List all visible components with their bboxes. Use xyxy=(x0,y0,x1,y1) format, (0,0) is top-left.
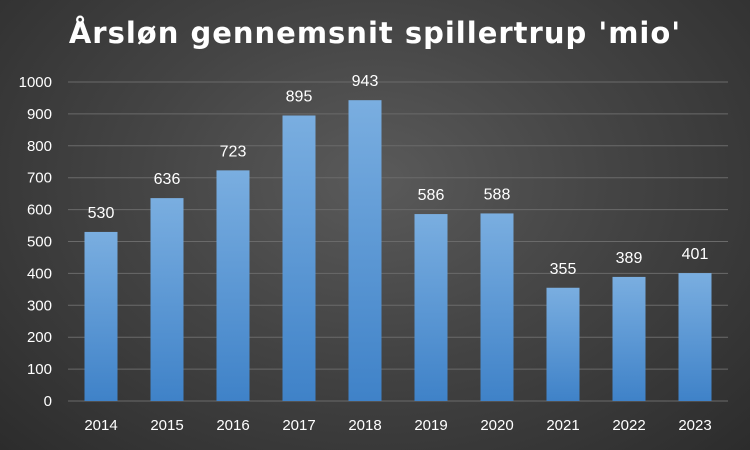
bar-2020 xyxy=(480,213,514,401)
bar-2023 xyxy=(678,273,712,401)
x-tick-label-2018: 2018 xyxy=(348,417,381,434)
bar-2019 xyxy=(414,214,448,401)
bar-2017 xyxy=(282,115,316,402)
chart-title: Årsløn gennemsnit spillertrup 'mio' xyxy=(68,16,682,50)
y-tick-label: 100 xyxy=(27,361,52,378)
y-tick-label: 700 xyxy=(27,170,52,187)
data-label-2023: 401 xyxy=(682,246,709,263)
x-tick-label-2014: 2014 xyxy=(84,417,117,434)
bar-2016 xyxy=(216,170,250,401)
data-label-2016: 723 xyxy=(220,143,247,160)
x-tick-label-2022: 2022 xyxy=(612,417,645,434)
x-tick-label-2017: 2017 xyxy=(282,417,315,434)
bars xyxy=(84,100,712,402)
y-tick-label: 800 xyxy=(27,138,52,155)
data-label-2017: 895 xyxy=(286,88,313,105)
data-labels: 530 636 723 895 943 586 588 355 389 401 xyxy=(88,73,709,278)
y-tick-label: 1000 xyxy=(19,74,52,91)
y-tick-label: 400 xyxy=(27,265,52,282)
x-tick-label-2023: 2023 xyxy=(678,417,711,434)
x-tick-label-2020: 2020 xyxy=(480,417,513,434)
x-tick-label-2019: 2019 xyxy=(414,417,447,434)
data-label-2022: 389 xyxy=(616,250,643,267)
bar-2018 xyxy=(348,100,382,402)
x-tick-label-2021: 2021 xyxy=(546,417,579,434)
x-tick-label-2016: 2016 xyxy=(216,417,249,434)
bar-2021 xyxy=(546,287,580,401)
data-label-2018: 943 xyxy=(352,73,379,90)
bar-2015 xyxy=(150,198,184,401)
y-tick-label: 500 xyxy=(27,234,52,251)
x-tick-label-2015: 2015 xyxy=(150,417,183,434)
y-tick-label: 300 xyxy=(27,297,52,314)
bar-2022 xyxy=(612,276,646,401)
y-tick-label: 900 xyxy=(27,106,52,123)
x-axis-ticks: 2014 2015 2016 2017 2018 2019 2020 2021 2022 2023 xyxy=(84,417,711,434)
data-label-2015: 636 xyxy=(154,171,181,188)
y-tick-label: 200 xyxy=(27,329,52,346)
y-tick-label: 0 xyxy=(44,393,52,410)
data-label-2014: 530 xyxy=(88,205,115,222)
y-tick-label: 600 xyxy=(27,202,52,219)
bar-2014 xyxy=(84,231,118,401)
data-label-2020: 588 xyxy=(484,186,511,203)
data-label-2021: 355 xyxy=(550,261,577,278)
data-label-2019: 586 xyxy=(418,187,445,204)
y-axis-ticks: 0 100 200 300 400 500 600 700 800 900 1000 xyxy=(19,74,52,410)
